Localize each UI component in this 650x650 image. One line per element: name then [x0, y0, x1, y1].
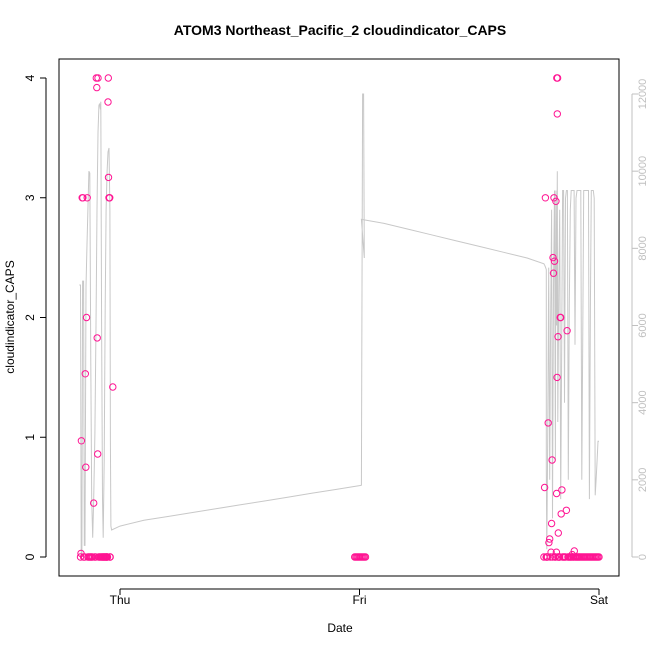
- data-point: [556, 553, 564, 561]
- data-point: [94, 450, 102, 458]
- y2-tick-label: 0: [637, 554, 649, 560]
- data-point: [106, 194, 114, 202]
- data-point: [553, 74, 562, 82]
- data-point: [93, 83, 101, 92]
- y2-tick-label: 8000: [637, 236, 649, 260]
- series-layer: [76, 74, 603, 561]
- data-point: [90, 499, 98, 507]
- x-tick-label: Thu: [110, 593, 131, 607]
- data-point: [540, 483, 549, 492]
- data-point: [552, 489, 561, 498]
- data-point: [106, 553, 114, 561]
- data-point: [79, 194, 87, 202]
- data-point: [543, 553, 552, 561]
- data-point: [544, 419, 552, 427]
- data-point: [94, 74, 102, 82]
- data-point: [82, 463, 90, 471]
- data-point: [547, 519, 556, 528]
- y-axis-label: cloudindicator_CAPS: [3, 260, 17, 373]
- series-line: [79, 93, 599, 554]
- data-point: [547, 548, 555, 556]
- y-tick-label: 3: [23, 194, 37, 201]
- y2-tick-label: 12000: [637, 79, 649, 110]
- data-point: [361, 553, 370, 561]
- y2-tick-label: 2000: [637, 468, 649, 492]
- data-point: [551, 553, 560, 561]
- data-point: [104, 98, 112, 106]
- data-point: [563, 327, 571, 335]
- data-point: [552, 197, 560, 206]
- data-point: [557, 510, 565, 518]
- y-tick-label: 2: [23, 314, 37, 321]
- y-tick-label: 0: [23, 553, 37, 560]
- data-point: [83, 194, 91, 202]
- x-axis-label: Date: [327, 621, 353, 635]
- data-point: [93, 334, 101, 342]
- data-point: [557, 313, 565, 322]
- data-point: [558, 486, 566, 494]
- y2-tick-label: 4000: [637, 390, 649, 414]
- data-point: [549, 253, 557, 262]
- data-point: [553, 373, 561, 382]
- y-tick-label: 4: [23, 74, 37, 81]
- y-tick-label: 1: [23, 434, 37, 441]
- plot-frame: [58, 58, 620, 577]
- chart-title: ATOM3 Northeast_Pacific_2 cloudindicator…: [174, 22, 506, 38]
- axes-layer: 0 1 2 3 4 0 2000 4000 6000 8000 10000 12000 Thu Fri Sa…: [23, 74, 649, 607]
- data-point: [549, 269, 558, 277]
- data-point: [595, 553, 603, 561]
- x-tick-label: Sat: [590, 593, 609, 607]
- data-point: [104, 74, 113, 82]
- data-point: [82, 313, 91, 322]
- data-point: [548, 456, 556, 464]
- data-point: [550, 194, 558, 202]
- x-tick-label: Fri: [353, 593, 367, 607]
- data-point: [554, 529, 562, 537]
- y2-tick-label: 10000: [637, 156, 649, 187]
- data-point: [541, 194, 550, 202]
- data-point: [553, 110, 561, 118]
- data-point: [562, 506, 571, 514]
- data-point: [546, 535, 554, 543]
- data-point: [104, 173, 113, 182]
- y2-tick-label: 6000: [637, 313, 649, 337]
- data-point: [76, 553, 85, 561]
- data-point: [103, 553, 112, 561]
- data-point: [546, 553, 555, 561]
- data-point: [109, 383, 117, 391]
- data-point: [81, 370, 90, 378]
- data-point: [550, 257, 559, 265]
- data-point: [77, 437, 86, 445]
- data-point: [545, 538, 553, 547]
- data-point: [554, 333, 562, 341]
